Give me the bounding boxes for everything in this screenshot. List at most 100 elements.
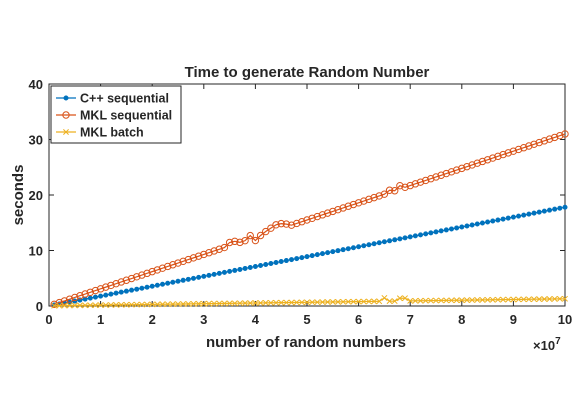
data-point (180, 301, 187, 307)
data-point (63, 95, 69, 101)
data-point (154, 301, 161, 308)
data-point (510, 296, 517, 303)
data-point (340, 247, 346, 253)
data-point (375, 192, 383, 200)
series-line (54, 297, 566, 307)
data-point (98, 293, 104, 299)
data-point (205, 249, 213, 257)
x-tick-label: 8 (458, 312, 465, 327)
data-point (51, 302, 58, 309)
data-point (520, 144, 528, 152)
data-point (211, 300, 218, 307)
data-point (550, 133, 559, 142)
data-point (366, 242, 372, 248)
data-point (278, 259, 284, 265)
series-line (53, 133, 566, 305)
data-point (92, 294, 98, 300)
data-point (371, 241, 377, 247)
data-point (447, 168, 456, 176)
x-tick-label: 5 (303, 312, 310, 327)
x-tick-label: 9 (510, 312, 517, 327)
data-point (304, 254, 310, 260)
data-point (216, 300, 223, 307)
data-point (175, 301, 181, 307)
data-point (113, 290, 119, 296)
x-tick-label: 2 (149, 312, 156, 327)
data-point (262, 299, 269, 306)
data-point (397, 236, 403, 242)
x-tick-label: 3 (200, 312, 207, 327)
data-point (216, 270, 222, 276)
data-point (273, 299, 279, 306)
data-point (292, 219, 301, 228)
data-point (360, 197, 368, 205)
data-point (495, 217, 501, 223)
data-point (423, 231, 429, 237)
legend-label: C++ sequential (80, 92, 169, 106)
data-point (454, 225, 460, 231)
data-point (226, 300, 233, 307)
data-point (232, 267, 238, 273)
data-point (298, 218, 306, 226)
data-point (417, 297, 424, 304)
x-axis-label: number of random numbers (206, 334, 406, 351)
data-point (525, 296, 532, 303)
data-point (391, 298, 398, 305)
data-point (165, 280, 171, 286)
data-point (153, 266, 162, 274)
data-point (200, 250, 208, 259)
data-point (164, 301, 171, 308)
data-point (479, 296, 486, 303)
data-point (225, 238, 234, 247)
data-point (118, 289, 124, 295)
data-point (303, 216, 311, 224)
data-point (448, 297, 455, 304)
data-point (386, 298, 393, 305)
data-point (185, 276, 191, 282)
data-point (62, 111, 70, 119)
data-point (489, 154, 497, 162)
data-point (474, 221, 480, 227)
data-point (540, 137, 549, 145)
data-point (61, 302, 68, 309)
data-point (545, 135, 554, 143)
data-point (97, 302, 104, 309)
data-point (170, 279, 176, 285)
data-point (458, 297, 465, 304)
data-point (520, 296, 527, 303)
data-point (262, 227, 270, 236)
data-point (421, 176, 430, 185)
data-point (365, 298, 372, 305)
data-point (557, 205, 563, 211)
data-point (236, 238, 244, 247)
data-point (500, 296, 507, 303)
data-point (416, 178, 425, 186)
data-point (536, 209, 542, 215)
data-point (160, 281, 166, 287)
data-point (392, 237, 398, 243)
data-point (349, 200, 358, 209)
data-point (138, 301, 145, 308)
data-point (267, 224, 275, 232)
data-point (483, 156, 492, 164)
data-point (402, 295, 408, 302)
data-point (354, 199, 363, 207)
data-point (268, 261, 274, 267)
data-point (438, 228, 444, 234)
data-point (294, 256, 300, 262)
data-point (412, 233, 418, 239)
y-tick-label: 30 (29, 133, 43, 148)
series-c-sequential (51, 204, 568, 308)
data-point (531, 210, 537, 216)
data-point (494, 152, 502, 161)
data-point (443, 297, 450, 304)
data-point (370, 193, 378, 202)
data-point (541, 296, 548, 303)
data-point (437, 171, 445, 179)
data-point (339, 204, 347, 212)
data-point (289, 257, 295, 263)
data-point (551, 295, 558, 302)
data-point (169, 301, 176, 308)
data-point (453, 297, 460, 304)
data-point (227, 268, 233, 274)
